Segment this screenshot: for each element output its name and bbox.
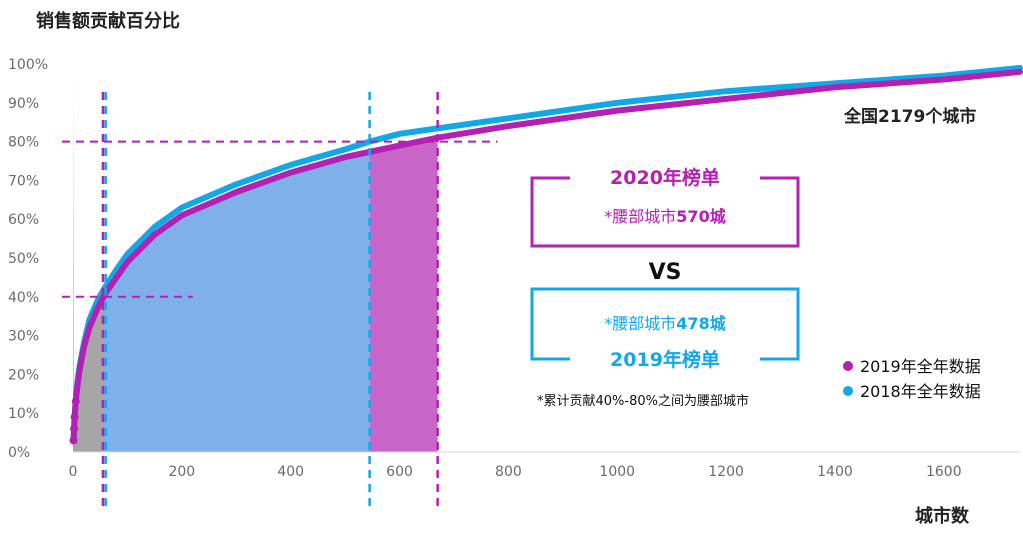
reference-lines bbox=[62, 92, 498, 508]
box-2020-title: 2020年榜单 bbox=[610, 166, 720, 189]
legend-label-2019: 2019年全年数据 bbox=[860, 357, 981, 376]
axes: 0% 10% 20% 30% 40% 50% 60% 70% 80% 90% 100% 0 200 400… bbox=[8, 57, 1020, 480]
x-tick-label: 0 bbox=[69, 464, 78, 480]
y-tick-label: 80% bbox=[8, 135, 39, 151]
box-2020-text: *腰部城市 bbox=[604, 207, 676, 226]
x-tick-label: 600 bbox=[386, 464, 413, 480]
x-tick-label: 1600 bbox=[926, 464, 962, 480]
legend-marker-2018 bbox=[843, 386, 853, 396]
y-tick-label: 60% bbox=[8, 212, 39, 228]
series-line-2019 bbox=[70, 68, 1023, 444]
box-2019-count: 478城 bbox=[676, 314, 725, 333]
y-tick-label: 20% bbox=[8, 367, 39, 383]
y-tick-label: 40% bbox=[8, 290, 39, 306]
x-tick-label: 800 bbox=[495, 464, 522, 480]
shaded-region-2 bbox=[369, 137, 438, 452]
box-2020-frame bbox=[530, 176, 800, 248]
box-2019-line: *腰部城市478城 bbox=[604, 314, 725, 333]
legend-label-2018: 2018年全年数据 bbox=[860, 382, 981, 401]
chart-title: 销售额贡献百分比 bbox=[36, 10, 180, 32]
y-tick-label: 100% bbox=[8, 57, 48, 73]
y-tick-label: 70% bbox=[8, 173, 39, 189]
vs-label: VS bbox=[649, 260, 682, 285]
series-point-2019-3 bbox=[71, 397, 80, 406]
box-2019: *腰部城市478城 2019年榜单 bbox=[530, 287, 800, 371]
x-tick-label: 1200 bbox=[708, 464, 744, 480]
box-2019-text: *腰部城市 bbox=[604, 314, 676, 333]
shaded-region-1 bbox=[104, 151, 370, 452]
legend-marker-2019 bbox=[843, 361, 853, 371]
box-2020: 2020年榜单 *腰部城市570城 bbox=[530, 166, 800, 248]
series-point-2019-1 bbox=[70, 424, 79, 433]
box-2019-frame bbox=[530, 287, 800, 361]
x-tick-label: 1400 bbox=[817, 464, 853, 480]
series-point-2019-0 bbox=[69, 436, 78, 445]
shaded-region-0 bbox=[73, 71, 104, 453]
x-tick-label: 1000 bbox=[599, 464, 635, 480]
x-axis-label: 城市数 bbox=[915, 505, 970, 527]
box-2020-line: *腰部城市570城 bbox=[604, 207, 725, 226]
box-2019-title: 2019年榜单 bbox=[610, 348, 720, 371]
y-tick-label: 30% bbox=[8, 329, 39, 345]
x-tick-label: 200 bbox=[168, 464, 195, 480]
series-lines bbox=[69, 64, 1023, 445]
y-tick-label: 50% bbox=[8, 251, 39, 267]
box-2020-count: 570城 bbox=[676, 207, 725, 226]
legend: 2019年全年数据 2018年全年数据 bbox=[843, 357, 981, 401]
y-tick-label: 90% bbox=[8, 96, 39, 112]
x-tick-label: 400 bbox=[277, 464, 304, 480]
y-tick-label: 10% bbox=[8, 406, 39, 422]
footnote: *累计贡献40%-80%之间为腰部城市 bbox=[537, 393, 749, 409]
y-tick-label: 0% bbox=[8, 445, 30, 461]
series-point-2019-2 bbox=[70, 413, 79, 422]
national-label: 全国2179个城市 bbox=[843, 106, 976, 127]
